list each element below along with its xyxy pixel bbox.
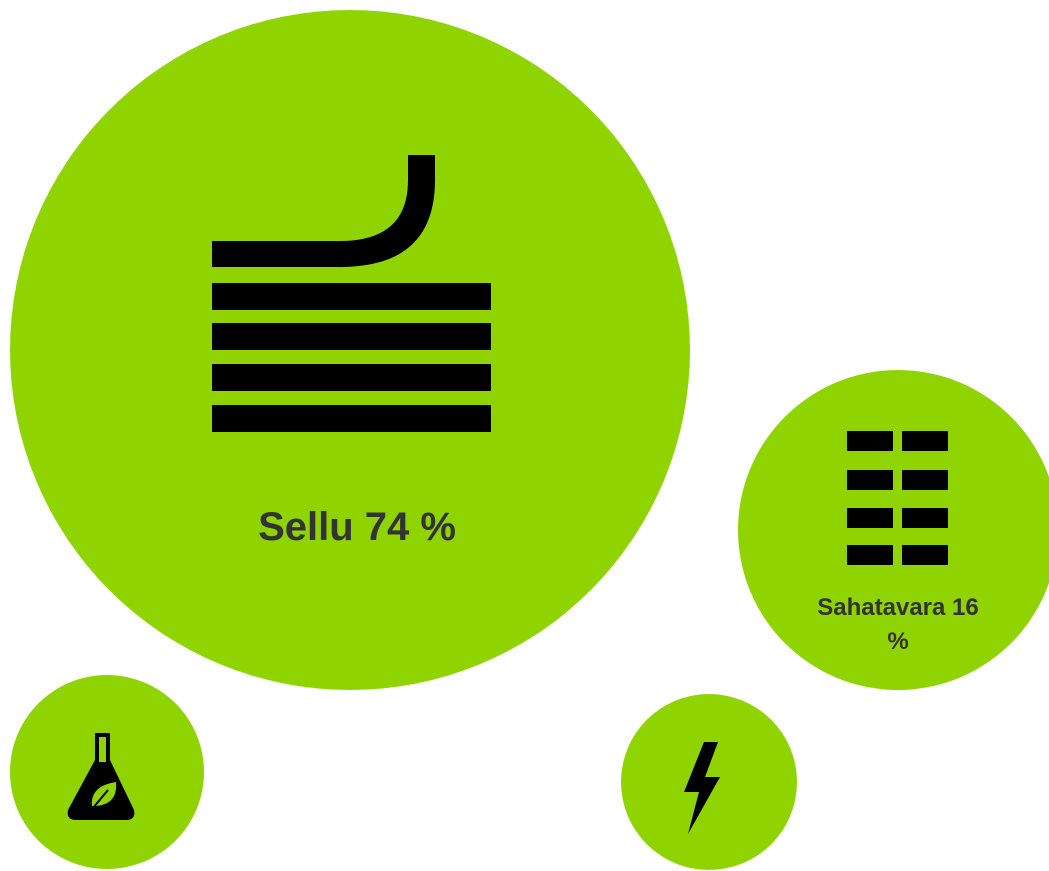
energy-icon (684, 742, 720, 834)
bubble-label: Sellu 74 % (258, 505, 456, 549)
pulp-icon (212, 155, 491, 432)
lumber-icon (847, 431, 948, 565)
bubble (738, 370, 1049, 690)
bubble-label: Sahatavara 16 % (817, 594, 979, 655)
chemical-icon (67, 733, 135, 820)
